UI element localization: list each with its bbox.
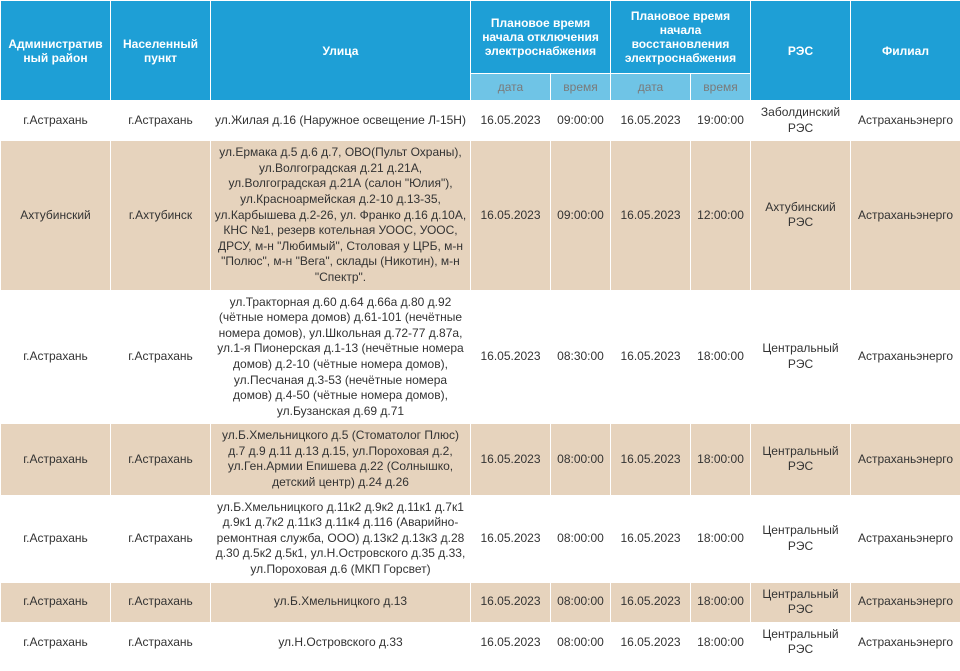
cell-street: ул.Б.Хмельницкого д.13 [211,582,471,622]
cell-city: г.Астрахань [111,290,211,424]
cell-district: г.Астрахань [1,290,111,424]
table-row: г.Астраханьг.Астраханьул.Б.Хмельницкого … [1,495,960,582]
cell-branch: Астраханьэнерго [851,582,960,622]
table-row: г.Астраханьг.Астраханьул.Тракторная д.60… [1,290,960,424]
col-header-street: Улица [211,1,471,101]
sub-header-rest-time: время [691,74,751,101]
cell-rest_time: 18:00:00 [691,290,751,424]
cell-out_time: 08:00:00 [551,622,611,662]
cell-city: г.Астрахань [111,582,211,622]
cell-res: Ахтубинский РЭС [751,141,851,290]
cell-district: г.Астрахань [1,101,111,141]
cell-out_date: 16.05.2023 [471,141,551,290]
table-row: г.Астраханьг.Астраханьул.Б.Хмельницкого … [1,424,960,495]
cell-district: г.Астрахань [1,424,111,495]
table-body: г.Астраханьг.Астраханьул.Жилая д.16 (Нар… [1,101,960,663]
cell-rest_time: 18:00:00 [691,622,751,662]
cell-out_time: 09:00:00 [551,101,611,141]
cell-res: Центральный РЭС [751,582,851,622]
cell-city: г.Астрахань [111,101,211,141]
cell-out_time: 08:00:00 [551,582,611,622]
cell-res: Центральный РЭС [751,290,851,424]
sub-header-out-time: время [551,74,611,101]
cell-branch: Астраханьэнерго [851,424,960,495]
cell-rest_date: 16.05.2023 [611,101,691,141]
cell-city: г.Астрахань [111,495,211,582]
table-row: г.Астраханьг.Астраханьул.Н.Островского д… [1,622,960,662]
cell-rest_time: 18:00:00 [691,424,751,495]
cell-street: ул.Ермака д.5 д.6 д.7, ОВО(Пульт Охраны)… [211,141,471,290]
cell-out_time: 08:30:00 [551,290,611,424]
cell-street: ул.Б.Хмельницкого д.5 (Стоматолог Плюс) … [211,424,471,495]
cell-out_time: 08:00:00 [551,424,611,495]
header-row: Административный район Населенный пункт … [1,1,960,74]
cell-rest_time: 18:00:00 [691,495,751,582]
cell-branch: Астраханьэнерго [851,101,960,141]
col-header-res: РЭС [751,1,851,101]
col-header-city: Населенный пункт [111,1,211,101]
col-header-district: Административный район [1,1,111,101]
cell-rest_date: 16.05.2023 [611,495,691,582]
cell-street: ул.Жилая д.16 (Наружное освещение Л-15Н) [211,101,471,141]
cell-out_date: 16.05.2023 [471,101,551,141]
cell-rest_date: 16.05.2023 [611,141,691,290]
sub-header-out-date: дата [471,74,551,101]
cell-city: г.Астрахань [111,622,211,662]
table-row: Ахтубинскийг.Ахтубинскул.Ермака д.5 д.6 … [1,141,960,290]
cell-district: Ахтубинский [1,141,111,290]
cell-district: г.Астрахань [1,495,111,582]
cell-branch: Астраханьэнерго [851,290,960,424]
cell-out_date: 16.05.2023 [471,495,551,582]
cell-rest_time: 19:00:00 [691,101,751,141]
cell-city: г.Ахтубинск [111,141,211,290]
cell-out_time: 08:00:00 [551,495,611,582]
cell-city: г.Астрахань [111,424,211,495]
cell-rest_date: 16.05.2023 [611,290,691,424]
cell-out_date: 16.05.2023 [471,424,551,495]
cell-branch: Астраханьэнерго [851,622,960,662]
cell-branch: Астраханьэнерго [851,495,960,582]
cell-street: ул.Н.Островского д.33 [211,622,471,662]
cell-out_date: 16.05.2023 [471,290,551,424]
cell-rest_date: 16.05.2023 [611,424,691,495]
col-header-branch: Филиал [851,1,960,101]
cell-rest_time: 18:00:00 [691,582,751,622]
cell-district: г.Астрахань [1,622,111,662]
col-header-restore-start: Плановое время начала восстановления эле… [611,1,751,74]
cell-rest_date: 16.05.2023 [611,582,691,622]
cell-res: Центральный РЭС [751,424,851,495]
cell-street: ул.Тракторная д.60 д.64 д.66а д.80 д.92 … [211,290,471,424]
sub-header-rest-date: дата [611,74,691,101]
cell-res: Центральный РЭС [751,495,851,582]
table-row: г.Астраханьг.Астраханьул.Жилая д.16 (Нар… [1,101,960,141]
cell-branch: Астраханьэнерго [851,141,960,290]
cell-res: Центральный РЭС [751,622,851,662]
cell-district: г.Астрахань [1,582,111,622]
cell-rest_date: 16.05.2023 [611,622,691,662]
cell-rest_time: 12:00:00 [691,141,751,290]
cell-street: ул.Б.Хмельницкого д.11к2 д.9к2 д.11к1 д.… [211,495,471,582]
col-header-outage-start: Плановое время начала отключения электро… [471,1,611,74]
cell-res: Заболдинский РЭС [751,101,851,141]
table-row: г.Астраханьг.Астраханьул.Б.Хмельницкого … [1,582,960,622]
cell-out_date: 16.05.2023 [471,622,551,662]
cell-out_date: 16.05.2023 [471,582,551,622]
cell-out_time: 09:00:00 [551,141,611,290]
outage-schedule-table: Административный район Населенный пункт … [0,0,960,663]
